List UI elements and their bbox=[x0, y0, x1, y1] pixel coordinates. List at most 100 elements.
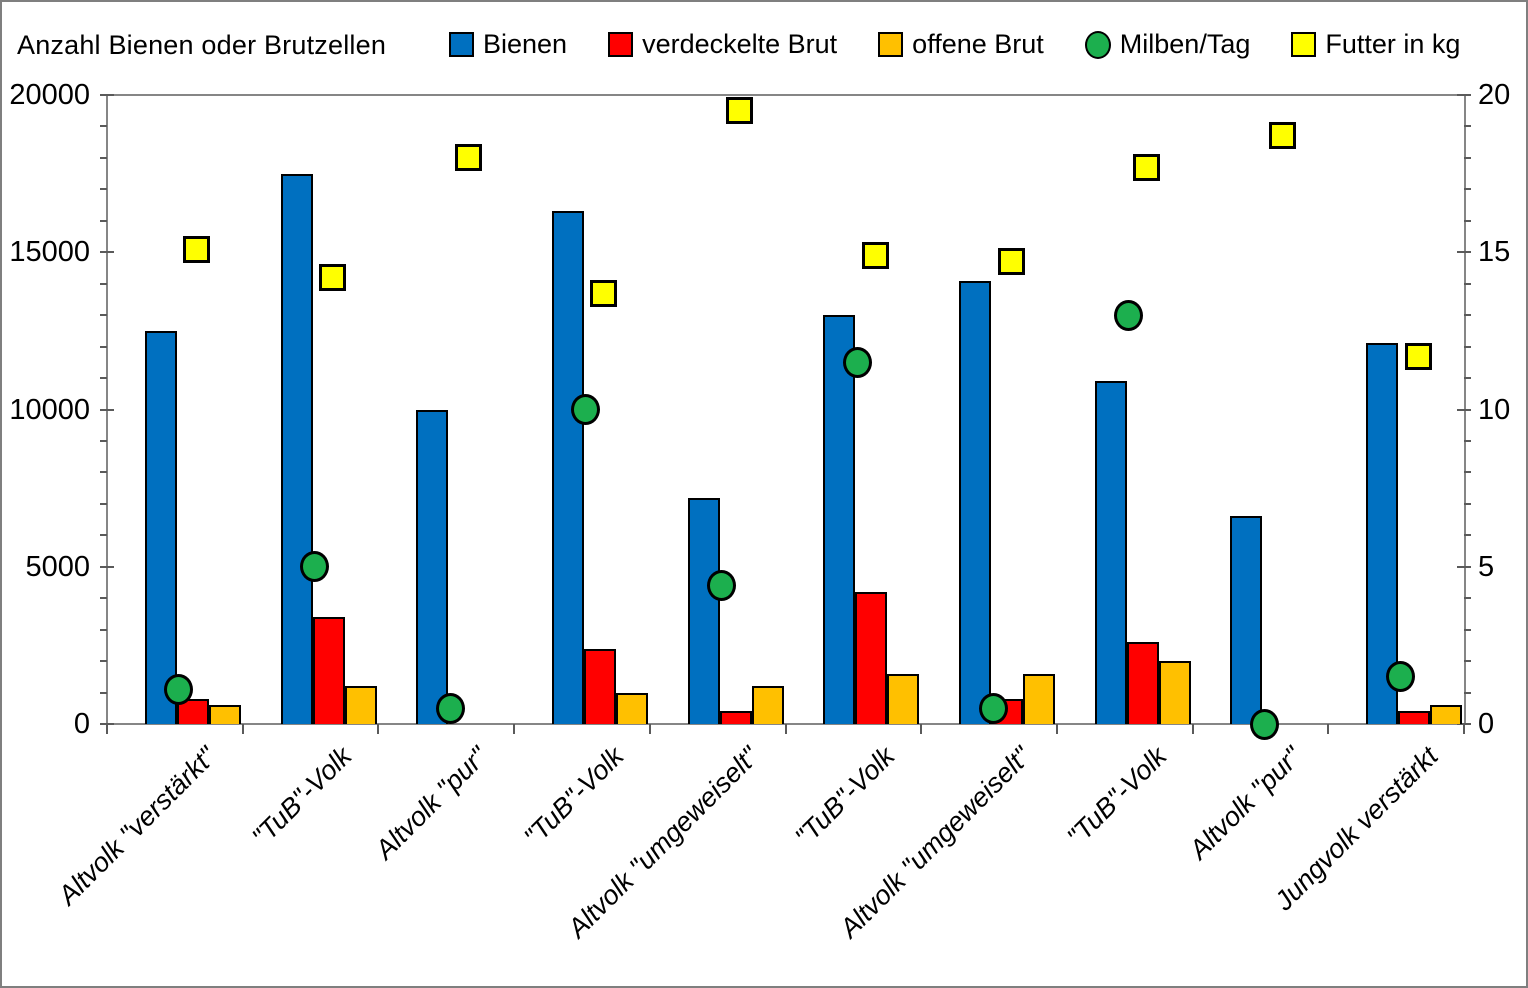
minor-tick-right bbox=[1464, 156, 1471, 159]
x-category-label: "TuB"-Volk bbox=[518, 741, 630, 853]
major-tick-left bbox=[100, 408, 114, 411]
legend-label: verdeckelte Brut bbox=[642, 29, 838, 59]
minor-tick-right bbox=[1464, 628, 1471, 631]
legend-label: Milben/Tag bbox=[1119, 29, 1251, 59]
bar-bienen bbox=[144, 330, 177, 724]
legend-square-icon bbox=[1291, 32, 1317, 57]
minor-tick-right bbox=[1464, 502, 1471, 505]
minor-tick-left bbox=[100, 597, 107, 600]
minor-tick-left bbox=[100, 219, 107, 222]
y-axis-label-right: 20 bbox=[1478, 79, 1511, 111]
x-axis-boundary-tick bbox=[784, 724, 787, 734]
major-tick-right bbox=[1457, 94, 1471, 96]
y-axis-label-left: 15000 bbox=[9, 236, 90, 269]
marker-futter-kg bbox=[590, 279, 618, 307]
marker-milben-tag bbox=[300, 551, 330, 583]
legend-square-icon bbox=[449, 32, 474, 57]
minor-tick-left bbox=[100, 345, 107, 348]
y-axis-label-left: 0 bbox=[73, 708, 90, 740]
x-axis-boundary-tick bbox=[1327, 724, 1330, 734]
minor-tick-left bbox=[100, 282, 107, 285]
x-axis-boundary-tick bbox=[648, 724, 651, 734]
bar-offene-brut bbox=[344, 686, 377, 724]
y-axis-label-left: 20000 bbox=[9, 79, 90, 111]
legend-square-icon bbox=[878, 32, 904, 57]
bar-offene-brut bbox=[1023, 673, 1056, 724]
x-axis-boundary-tick bbox=[377, 724, 380, 734]
major-tick-right bbox=[1457, 251, 1471, 254]
marker-futter-kg bbox=[1404, 342, 1432, 370]
legend-label: offene Brut bbox=[912, 29, 1044, 59]
bar-bienen bbox=[1094, 381, 1127, 724]
marker-futter-kg bbox=[726, 97, 754, 125]
legend-item-verdeckelte-brut: verdeckelte Brut bbox=[608, 29, 837, 60]
bar-bienen bbox=[1366, 343, 1399, 724]
legend-square-icon bbox=[608, 32, 634, 57]
marker-futter-kg bbox=[454, 144, 482, 172]
bar-bienen bbox=[416, 409, 449, 724]
minor-tick-right bbox=[1464, 125, 1471, 128]
marker-milben-tag bbox=[164, 673, 194, 705]
x-category-label: Altvolk "verstärkt" bbox=[52, 741, 223, 911]
x-axis-boundary-tick bbox=[1055, 724, 1058, 734]
left-axis-title: Anzahl Bienen oder Brutzellen bbox=[17, 30, 387, 60]
minor-tick-right bbox=[1464, 282, 1471, 285]
x-category-label: Altvolk "pur" bbox=[1183, 741, 1308, 865]
major-tick-right bbox=[1457, 408, 1471, 411]
marker-futter-kg bbox=[1133, 153, 1161, 181]
y-axis-label-left: 5000 bbox=[25, 550, 90, 583]
bar-bienen bbox=[687, 497, 720, 724]
legend-circle-icon bbox=[1084, 30, 1111, 59]
legend: Bienen verdeckelte Brut offene Brut Milben/… bbox=[449, 29, 1460, 60]
minor-tick-right bbox=[1464, 471, 1471, 474]
bar-verdeckelte-brut bbox=[1398, 711, 1431, 724]
y-axis-label-right: 10 bbox=[1478, 393, 1511, 426]
x-axis-boundary-tick bbox=[106, 724, 108, 734]
minor-tick-left bbox=[100, 314, 107, 317]
bar-offene-brut bbox=[887, 673, 920, 724]
bar-verdeckelte-brut bbox=[855, 591, 888, 724]
minor-tick-right bbox=[1464, 314, 1471, 317]
bar-bienen bbox=[959, 280, 992, 724]
bar-offene-brut bbox=[615, 692, 648, 724]
bar-bienen bbox=[1230, 516, 1263, 724]
minor-tick-left bbox=[100, 125, 107, 128]
bar-bienen bbox=[823, 315, 856, 724]
y-axis-label-right: 5 bbox=[1478, 550, 1495, 583]
y-axis-label-right: 0 bbox=[1478, 708, 1495, 740]
legend-item-milben-tag: Milben/Tag bbox=[1084, 29, 1251, 60]
x-axis-boundary-tick bbox=[513, 724, 516, 734]
legend-label: Bienen bbox=[483, 29, 568, 59]
marker-milben-tag bbox=[571, 394, 601, 425]
legend-item-bienen: Bienen bbox=[449, 29, 567, 60]
major-tick-left bbox=[100, 94, 114, 96]
minor-tick-right bbox=[1464, 691, 1471, 694]
major-tick-right bbox=[1457, 565, 1471, 568]
minor-tick-left bbox=[100, 377, 107, 380]
minor-tick-right bbox=[1464, 219, 1471, 222]
minor-tick-left bbox=[100, 691, 107, 694]
x-category-label: Altvolk "pur" bbox=[369, 741, 494, 865]
legend-item-offene-brut: offene Brut bbox=[878, 29, 1044, 60]
bar-bienen bbox=[280, 173, 313, 724]
minor-tick-left bbox=[100, 660, 107, 663]
minor-tick-right bbox=[1464, 345, 1471, 348]
x-axis-boundary-tick bbox=[920, 724, 923, 734]
marker-futter-kg bbox=[997, 248, 1025, 276]
bar-offene-brut bbox=[1430, 705, 1463, 724]
bar-verdeckelte-brut bbox=[1126, 642, 1159, 724]
marker-milben-tag bbox=[435, 692, 465, 724]
x-category-label: "TuB"-Volk bbox=[789, 741, 901, 853]
minor-tick-right bbox=[1464, 188, 1471, 191]
minor-tick-left bbox=[100, 439, 107, 442]
x-category-label: "TuB"-Volk bbox=[246, 741, 358, 853]
x-axis-boundary-tick bbox=[1191, 724, 1194, 734]
marker-milben-tag bbox=[978, 692, 1008, 724]
minor-tick-right bbox=[1464, 439, 1471, 442]
legend-item-futter-in-kg: Futter in kg bbox=[1291, 29, 1460, 60]
marker-futter-kg bbox=[861, 241, 889, 269]
marker-milben-tag bbox=[1249, 708, 1279, 740]
minor-tick-left bbox=[100, 156, 107, 159]
minor-tick-left bbox=[100, 502, 107, 505]
marker-futter-kg bbox=[319, 263, 347, 291]
